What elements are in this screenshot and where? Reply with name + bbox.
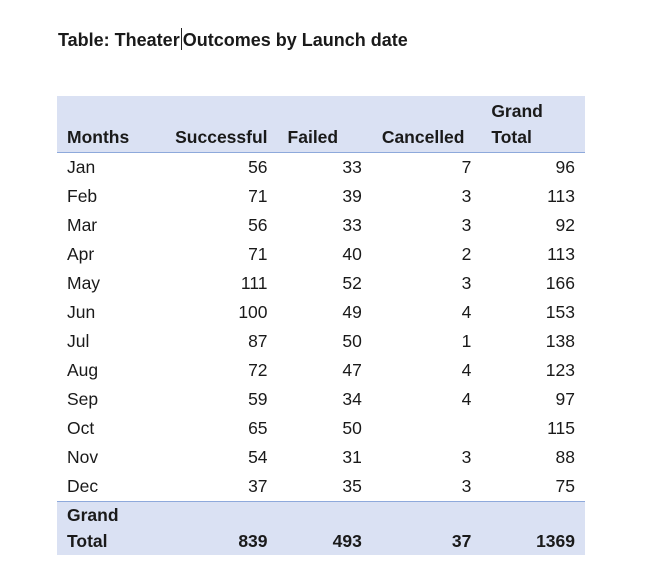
row-grand-total: 113: [547, 186, 575, 206]
row-cancelled: 4: [461, 389, 472, 409]
table-row: May 111 52 3 166: [57, 269, 585, 298]
row-failed: 31: [342, 447, 362, 467]
row-cancelled: 3: [461, 186, 472, 206]
row-successful: 56: [248, 157, 268, 177]
row-cancelled: 7: [461, 157, 472, 177]
row-month: Sep: [67, 389, 99, 409]
title-text-before-cursor: Table: Theater: [58, 30, 180, 50]
header-successful: Successful: [165, 96, 278, 153]
row-failed: 34: [342, 389, 362, 409]
table-row: Feb 71 39 3 113: [57, 182, 585, 211]
grand-total-label-line2: Total: [67, 531, 108, 551]
row-successful: 54: [248, 447, 268, 467]
grand-total-label-line1: Grand: [67, 505, 119, 525]
row-grand-total: 115: [547, 418, 575, 438]
row-month: Feb: [67, 186, 98, 206]
row-successful: 71: [248, 186, 268, 206]
header-months: Months: [57, 96, 166, 153]
grand-total-cancelled: 37: [371, 501, 482, 555]
row-failed: 50: [342, 418, 362, 438]
row-cancelled: 2: [461, 244, 472, 264]
header-grand-total-line1: Grand: [491, 101, 543, 121]
grand-total-label: Grand Total: [57, 501, 166, 555]
row-month: Jan: [67, 157, 96, 177]
row-successful: 87: [248, 331, 268, 351]
header-grand-total: Grand Total: [481, 96, 585, 153]
table-row: Jan 56 33 7 96: [57, 153, 585, 183]
row-failed: 40: [342, 244, 362, 264]
row-failed: 35: [342, 476, 362, 496]
row-failed: 52: [342, 273, 362, 293]
grand-total-successful: 839: [165, 501, 278, 555]
row-cancelled: 4: [461, 302, 472, 322]
outcomes-table: Months Successful Failed Cancelled Grand…: [57, 96, 585, 555]
row-cancelled: 3: [461, 273, 472, 293]
row-failed: 47: [342, 360, 362, 380]
row-successful: 100: [238, 302, 268, 322]
table-header-row: Months Successful Failed Cancelled Grand…: [57, 96, 585, 153]
row-successful: 65: [248, 418, 268, 438]
row-grand-total: 166: [545, 273, 575, 293]
row-cancelled: 3: [461, 476, 472, 496]
table-row: Jun 100 49 4 153: [57, 298, 585, 327]
row-successful: 71: [248, 244, 268, 264]
table-row: Sep 59 34 4 97: [57, 385, 585, 414]
row-grand-total: 96: [555, 157, 575, 177]
table-row: Nov 54 31 3 88: [57, 443, 585, 472]
row-grand-total: 113: [547, 244, 575, 264]
table-row: Aug 72 47 4 123: [57, 356, 585, 385]
row-cancelled: 1: [461, 331, 472, 351]
row-successful: 59: [248, 389, 268, 409]
grand-total-row: Grand Total 839 493 37 1369: [57, 501, 585, 555]
row-cancelled: 4: [461, 360, 472, 380]
table-row: Apr 71 40 2 113: [57, 240, 585, 269]
row-failed: 33: [342, 215, 362, 235]
row-successful: 111: [240, 273, 268, 293]
table-row: Oct 65 50 115: [57, 414, 585, 443]
row-successful: 72: [248, 360, 268, 380]
row-grand-total: 97: [555, 389, 575, 409]
row-month: Mar: [67, 215, 98, 235]
grand-total-total: 1369: [481, 501, 585, 555]
row-month: May: [67, 273, 101, 293]
row-grand-total: 92: [555, 215, 575, 235]
header-cancelled: Cancelled: [371, 96, 482, 153]
row-successful: 37: [248, 476, 268, 496]
row-month: Dec: [67, 476, 99, 496]
title-text-after-cursor: Outcomes by Launch date: [182, 30, 408, 50]
row-grand-total: 153: [545, 302, 575, 322]
table-row: Dec 37 35 3 75: [57, 472, 585, 502]
header-grand-total-line2: Total: [491, 127, 532, 147]
table-body: Jan 56 33 7 96 Feb 71 39 3 113 Mar 56 33 3 92 Apr 71 40 2 1…: [57, 153, 585, 502]
row-month: Apr: [67, 244, 95, 264]
row-failed: 50: [342, 331, 362, 351]
header-failed: Failed: [277, 96, 372, 153]
row-month: Aug: [67, 360, 99, 380]
row-grand-total: 75: [555, 476, 575, 496]
row-grand-total: 123: [545, 360, 575, 380]
row-failed: 49: [342, 302, 362, 322]
row-failed: 33: [342, 157, 362, 177]
row-grand-total: 138: [545, 331, 575, 351]
row-successful: 56: [248, 215, 268, 235]
row-failed: 39: [342, 186, 362, 206]
table-row: Jul 87 50 1 138: [57, 327, 585, 356]
row-month: Oct: [67, 418, 95, 438]
row-grand-total: 88: [555, 447, 575, 467]
row-cancelled: 3: [461, 215, 472, 235]
text-cursor: [180, 28, 182, 50]
table-row: Mar 56 33 3 92: [57, 211, 585, 240]
row-cancelled: 3: [461, 447, 472, 467]
grand-total-failed: 493: [277, 501, 372, 555]
row-month: Nov: [67, 447, 99, 467]
row-cancelled: [372, 414, 482, 443]
row-month: Jun: [67, 302, 96, 322]
page-title: Table: Theater Outcomes by Launch date: [58, 28, 408, 51]
row-month: Jul: [67, 331, 90, 351]
